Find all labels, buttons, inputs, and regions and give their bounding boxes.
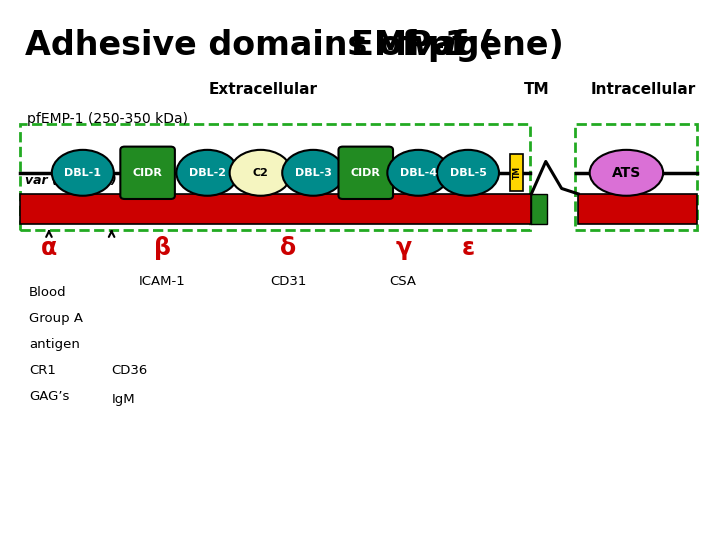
Text: TM: TM <box>513 166 521 179</box>
Text: CSA: CSA <box>390 275 417 288</box>
Ellipse shape <box>437 150 499 195</box>
Text: γ: γ <box>395 237 411 260</box>
Text: CIDR: CIDR <box>132 168 163 178</box>
Text: ε: ε <box>462 237 474 260</box>
Text: CD31: CD31 <box>270 275 306 288</box>
Ellipse shape <box>230 150 292 195</box>
Bar <box>20 194 531 224</box>
Text: Exon II: Exon II <box>616 174 658 187</box>
Ellipse shape <box>590 150 663 195</box>
Text: DBL-5: DBL-5 <box>449 168 487 178</box>
Ellipse shape <box>282 150 344 195</box>
Text: δ: δ <box>280 237 296 260</box>
Bar <box>531 194 547 224</box>
Ellipse shape <box>52 150 114 195</box>
Text: Exon I: Exon I <box>255 174 292 187</box>
FancyBboxPatch shape <box>120 146 175 199</box>
Text: pfEMP-1 (250-350 kDa): pfEMP-1 (250-350 kDa) <box>27 112 189 126</box>
Ellipse shape <box>387 150 449 195</box>
Text: antigen: antigen <box>29 338 80 351</box>
Text: Extracellular: Extracellular <box>208 82 318 97</box>
Text: DBL-1: DBL-1 <box>64 168 102 178</box>
Text: Blood: Blood <box>29 286 66 299</box>
Text: CIDR: CIDR <box>351 168 381 178</box>
Text: DBL-4: DBL-4 <box>400 168 437 178</box>
Bar <box>510 154 523 191</box>
Text: var: var <box>413 29 474 63</box>
Text: gene): gene) <box>444 29 563 63</box>
Text: C2: C2 <box>253 168 269 178</box>
Text: DBL-2: DBL-2 <box>189 168 226 178</box>
Text: GAG’s: GAG’s <box>29 390 69 403</box>
Text: ATS: ATS <box>612 166 641 180</box>
Text: α: α <box>41 237 57 260</box>
Text: DBL-3: DBL-3 <box>294 168 332 178</box>
Text: Group A: Group A <box>29 312 83 325</box>
Text: TM: TM <box>523 82 549 97</box>
Text: β: β <box>153 237 171 260</box>
Text: IgM: IgM <box>112 393 135 406</box>
Text: var (8-15 kb): var (8-15 kb) <box>25 174 117 187</box>
Text: Intracellular: Intracellular <box>590 82 696 97</box>
Text: CR1: CR1 <box>29 364 55 377</box>
Ellipse shape <box>176 150 238 195</box>
Text: Adhesive domains of pf: Adhesive domains of pf <box>25 29 467 63</box>
FancyBboxPatch shape <box>338 146 393 199</box>
Text: ICAM-1: ICAM-1 <box>139 275 185 288</box>
Text: EMP-1 (: EMP-1 ( <box>351 29 495 63</box>
Text: CD36: CD36 <box>112 364 148 377</box>
Bar <box>578 194 697 224</box>
